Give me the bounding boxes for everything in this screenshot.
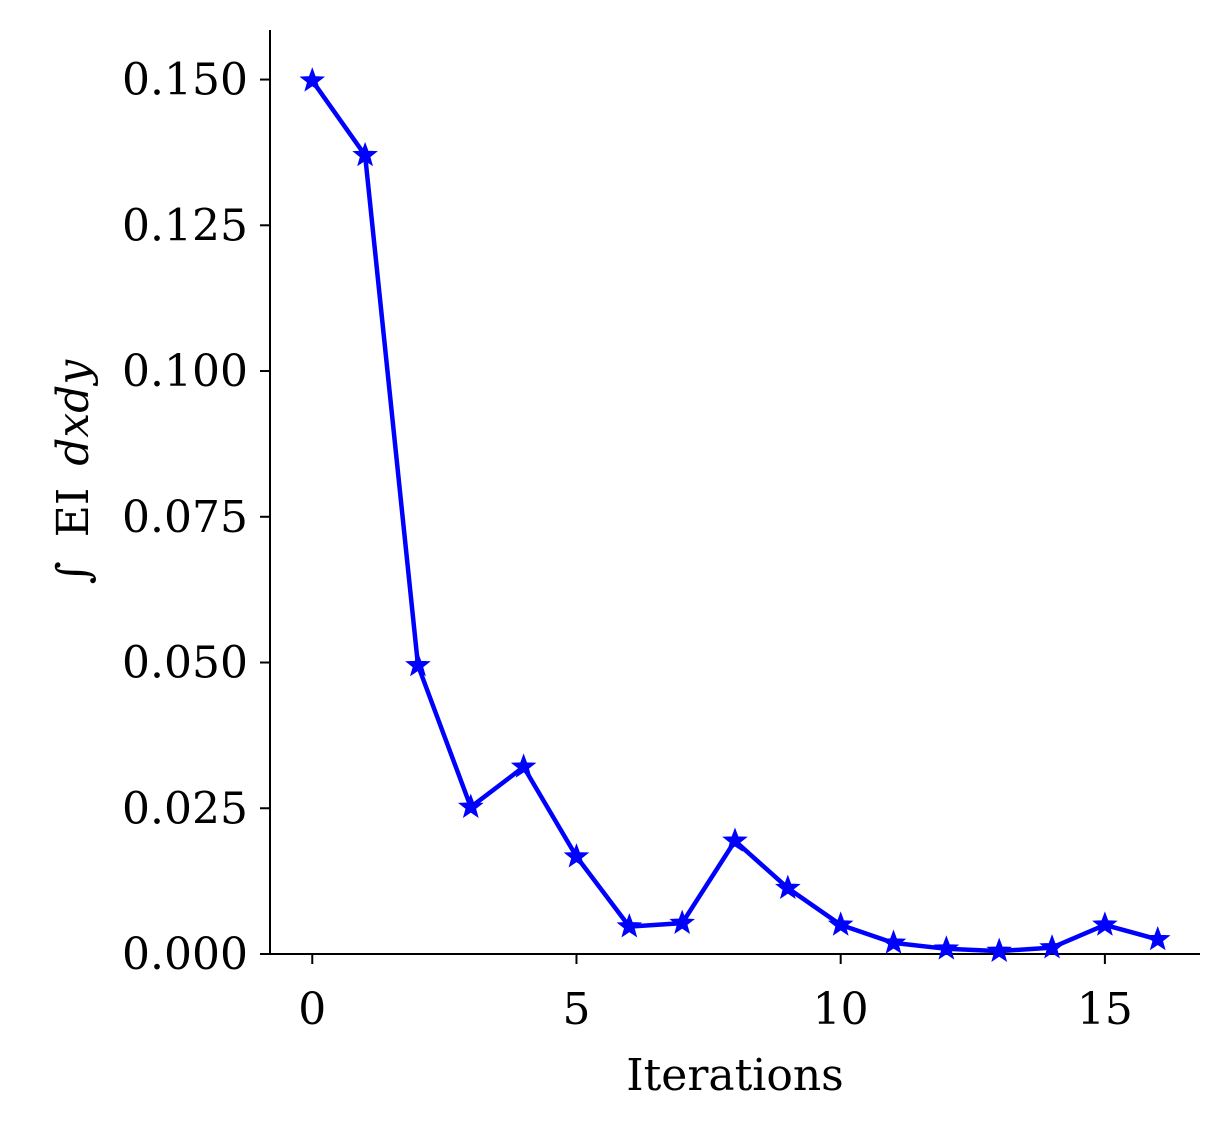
data-point-marker xyxy=(563,843,590,868)
data-point-marker xyxy=(1092,911,1118,936)
data-point-marker xyxy=(986,937,1012,962)
data-point-marker xyxy=(880,929,907,954)
y-tick-label: 0.075 xyxy=(122,492,248,543)
y-axis-label-text: EI xyxy=(48,488,99,538)
y-axis-label-integral: ∫ xyxy=(48,561,99,584)
data-point-marker xyxy=(1144,925,1171,951)
y-axis-label-math: dxdy xyxy=(48,359,99,466)
y-tick-label: 0.000 xyxy=(122,929,248,980)
y-tick-label: 0.150 xyxy=(122,55,248,106)
data-point-marker xyxy=(722,827,748,852)
x-axis-ticks: 0 5 10 15 xyxy=(298,954,1133,1035)
data-point-marker xyxy=(616,913,643,938)
data-point-marker xyxy=(933,935,960,960)
x-axis-label: Iterations xyxy=(626,1050,844,1101)
data-point-marker xyxy=(352,141,378,167)
y-tick-label: 0.025 xyxy=(122,783,248,834)
data-point-marker xyxy=(669,909,695,934)
data-point-marker xyxy=(510,753,537,778)
data-point-marker xyxy=(827,911,854,936)
data-point-marker xyxy=(775,874,801,899)
series-markers xyxy=(299,67,1171,962)
x-tick-label: 15 xyxy=(1077,984,1133,1035)
y-tick-label: 0.100 xyxy=(122,346,248,397)
data-point-marker xyxy=(299,67,326,92)
y-axis-label: ∫ EI dxdy xyxy=(48,359,99,585)
data-point-marker xyxy=(1039,934,1065,959)
axes xyxy=(269,30,1200,955)
data-point-marker xyxy=(405,651,431,677)
x-tick-label: 5 xyxy=(562,984,590,1035)
plot-area xyxy=(299,67,1171,962)
x-tick-label: 0 xyxy=(298,984,326,1035)
data-point-marker xyxy=(458,793,484,818)
y-axis-ticks: 0.000 0.025 0.050 0.075 0.100 0.125 0.150 xyxy=(122,55,270,980)
y-tick-label: 0.050 xyxy=(122,638,248,689)
y-tick-label: 0.125 xyxy=(122,200,248,251)
x-tick-label: 10 xyxy=(813,984,869,1035)
series-line xyxy=(310,78,1160,954)
